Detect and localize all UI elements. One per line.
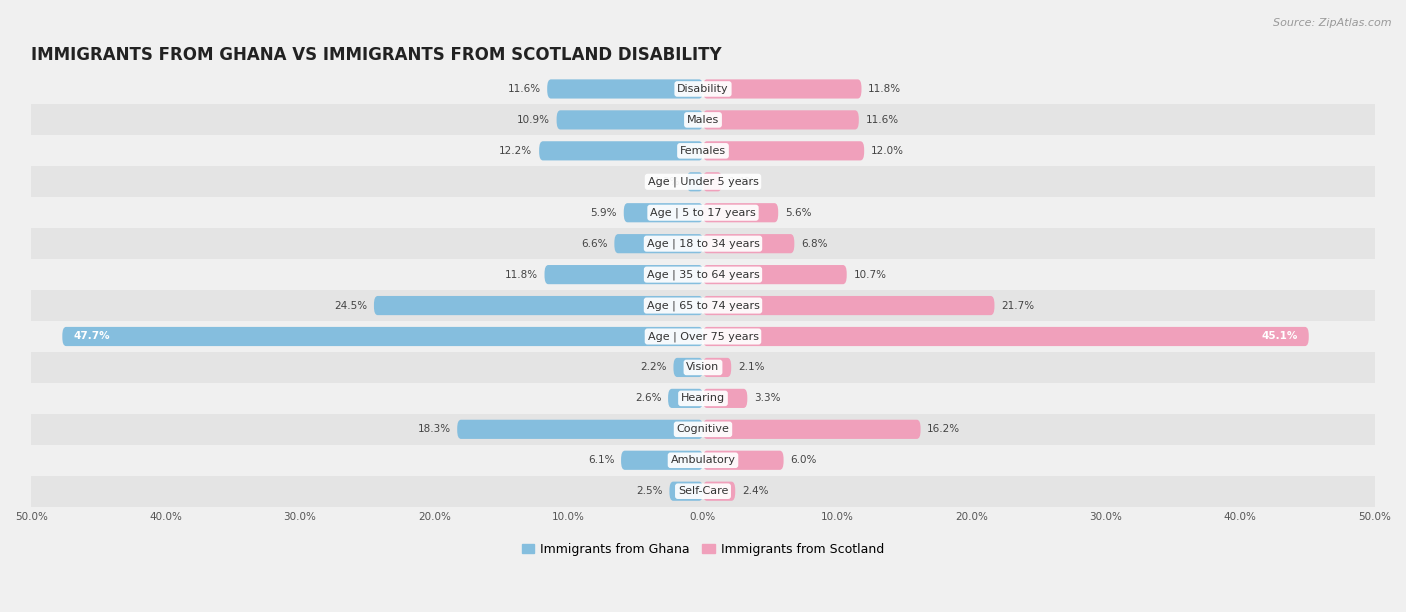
Text: 1.2%: 1.2% xyxy=(654,177,681,187)
Text: Age | 18 to 34 years: Age | 18 to 34 years xyxy=(647,239,759,249)
Text: Age | Under 5 years: Age | Under 5 years xyxy=(648,176,758,187)
Text: Age | Over 75 years: Age | Over 75 years xyxy=(648,331,758,341)
Text: 47.7%: 47.7% xyxy=(73,332,110,341)
FancyBboxPatch shape xyxy=(703,203,778,222)
Text: 2.5%: 2.5% xyxy=(636,486,662,496)
FancyBboxPatch shape xyxy=(624,203,703,222)
Bar xyxy=(31,73,1375,105)
Legend: Immigrants from Ghana, Immigrants from Scotland: Immigrants from Ghana, Immigrants from S… xyxy=(516,538,890,561)
Text: 2.6%: 2.6% xyxy=(636,394,661,403)
FancyBboxPatch shape xyxy=(703,327,1309,346)
FancyBboxPatch shape xyxy=(673,358,703,377)
Text: Age | 5 to 17 years: Age | 5 to 17 years xyxy=(650,207,756,218)
Bar xyxy=(31,445,1375,476)
Text: Females: Females xyxy=(681,146,725,156)
FancyBboxPatch shape xyxy=(703,420,921,439)
FancyBboxPatch shape xyxy=(703,358,731,377)
Text: 5.6%: 5.6% xyxy=(785,207,811,218)
FancyBboxPatch shape xyxy=(557,110,703,130)
Text: IMMIGRANTS FROM GHANA VS IMMIGRANTS FROM SCOTLAND DISABILITY: IMMIGRANTS FROM GHANA VS IMMIGRANTS FROM… xyxy=(31,46,723,64)
FancyBboxPatch shape xyxy=(703,450,783,470)
Text: Age | 35 to 64 years: Age | 35 to 64 years xyxy=(647,269,759,280)
Text: 2.4%: 2.4% xyxy=(742,486,769,496)
Text: 2.1%: 2.1% xyxy=(738,362,765,373)
FancyBboxPatch shape xyxy=(703,141,865,160)
Text: 24.5%: 24.5% xyxy=(335,300,367,310)
FancyBboxPatch shape xyxy=(703,80,862,99)
FancyBboxPatch shape xyxy=(669,482,703,501)
Text: 6.8%: 6.8% xyxy=(801,239,828,248)
Bar xyxy=(31,383,1375,414)
Text: 12.0%: 12.0% xyxy=(870,146,904,156)
FancyBboxPatch shape xyxy=(703,172,721,192)
Text: 10.9%: 10.9% xyxy=(517,115,550,125)
Bar xyxy=(31,166,1375,197)
FancyBboxPatch shape xyxy=(538,141,703,160)
Text: 1.4%: 1.4% xyxy=(728,177,755,187)
Text: 6.1%: 6.1% xyxy=(588,455,614,465)
Text: 3.3%: 3.3% xyxy=(754,394,780,403)
Bar xyxy=(31,135,1375,166)
Bar xyxy=(31,197,1375,228)
FancyBboxPatch shape xyxy=(703,265,846,284)
Bar xyxy=(31,259,1375,290)
Text: 11.8%: 11.8% xyxy=(505,270,538,280)
Text: 11.6%: 11.6% xyxy=(866,115,898,125)
FancyBboxPatch shape xyxy=(374,296,703,315)
Text: Hearing: Hearing xyxy=(681,394,725,403)
FancyBboxPatch shape xyxy=(703,389,748,408)
FancyBboxPatch shape xyxy=(457,420,703,439)
Bar xyxy=(31,352,1375,383)
FancyBboxPatch shape xyxy=(703,482,735,501)
FancyBboxPatch shape xyxy=(703,110,859,130)
Text: 2.2%: 2.2% xyxy=(640,362,666,373)
FancyBboxPatch shape xyxy=(544,265,703,284)
Bar xyxy=(31,476,1375,507)
Text: 11.6%: 11.6% xyxy=(508,84,540,94)
Text: 6.6%: 6.6% xyxy=(581,239,607,248)
FancyBboxPatch shape xyxy=(688,172,703,192)
Text: 18.3%: 18.3% xyxy=(418,424,450,435)
Text: 45.1%: 45.1% xyxy=(1261,332,1298,341)
Bar xyxy=(31,105,1375,135)
Text: 10.7%: 10.7% xyxy=(853,270,886,280)
Text: 16.2%: 16.2% xyxy=(928,424,960,435)
FancyBboxPatch shape xyxy=(614,234,703,253)
Text: 5.9%: 5.9% xyxy=(591,207,617,218)
Text: Age | 65 to 74 years: Age | 65 to 74 years xyxy=(647,300,759,311)
Text: 6.0%: 6.0% xyxy=(790,455,817,465)
Bar xyxy=(31,228,1375,259)
Text: 11.8%: 11.8% xyxy=(868,84,901,94)
FancyBboxPatch shape xyxy=(621,450,703,470)
Text: Cognitive: Cognitive xyxy=(676,424,730,435)
FancyBboxPatch shape xyxy=(668,389,703,408)
Bar xyxy=(31,414,1375,445)
Text: Males: Males xyxy=(688,115,718,125)
Text: 21.7%: 21.7% xyxy=(1001,300,1035,310)
FancyBboxPatch shape xyxy=(703,296,994,315)
FancyBboxPatch shape xyxy=(703,234,794,253)
Text: Disability: Disability xyxy=(678,84,728,94)
Text: 12.2%: 12.2% xyxy=(499,146,533,156)
Text: Self-Care: Self-Care xyxy=(678,486,728,496)
FancyBboxPatch shape xyxy=(62,327,703,346)
Bar xyxy=(31,290,1375,321)
Text: Ambulatory: Ambulatory xyxy=(671,455,735,465)
Text: Vision: Vision xyxy=(686,362,720,373)
Text: Source: ZipAtlas.com: Source: ZipAtlas.com xyxy=(1274,18,1392,28)
FancyBboxPatch shape xyxy=(547,80,703,99)
Bar xyxy=(31,321,1375,352)
